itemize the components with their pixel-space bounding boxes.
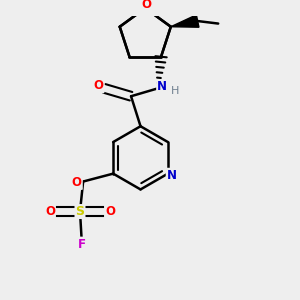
Text: O: O [141, 0, 151, 11]
Text: O: O [94, 79, 103, 92]
Text: N: N [157, 80, 167, 93]
Text: N: N [167, 169, 177, 182]
Text: F: F [78, 238, 86, 250]
Text: N: N [157, 80, 167, 93]
Text: O: O [105, 205, 115, 218]
Text: O: O [141, 0, 151, 11]
Text: O: O [45, 205, 55, 218]
Text: O: O [72, 176, 82, 189]
Text: H: H [171, 86, 179, 96]
Text: S: S [76, 205, 85, 218]
Polygon shape [171, 15, 199, 27]
Text: H: H [171, 86, 179, 96]
